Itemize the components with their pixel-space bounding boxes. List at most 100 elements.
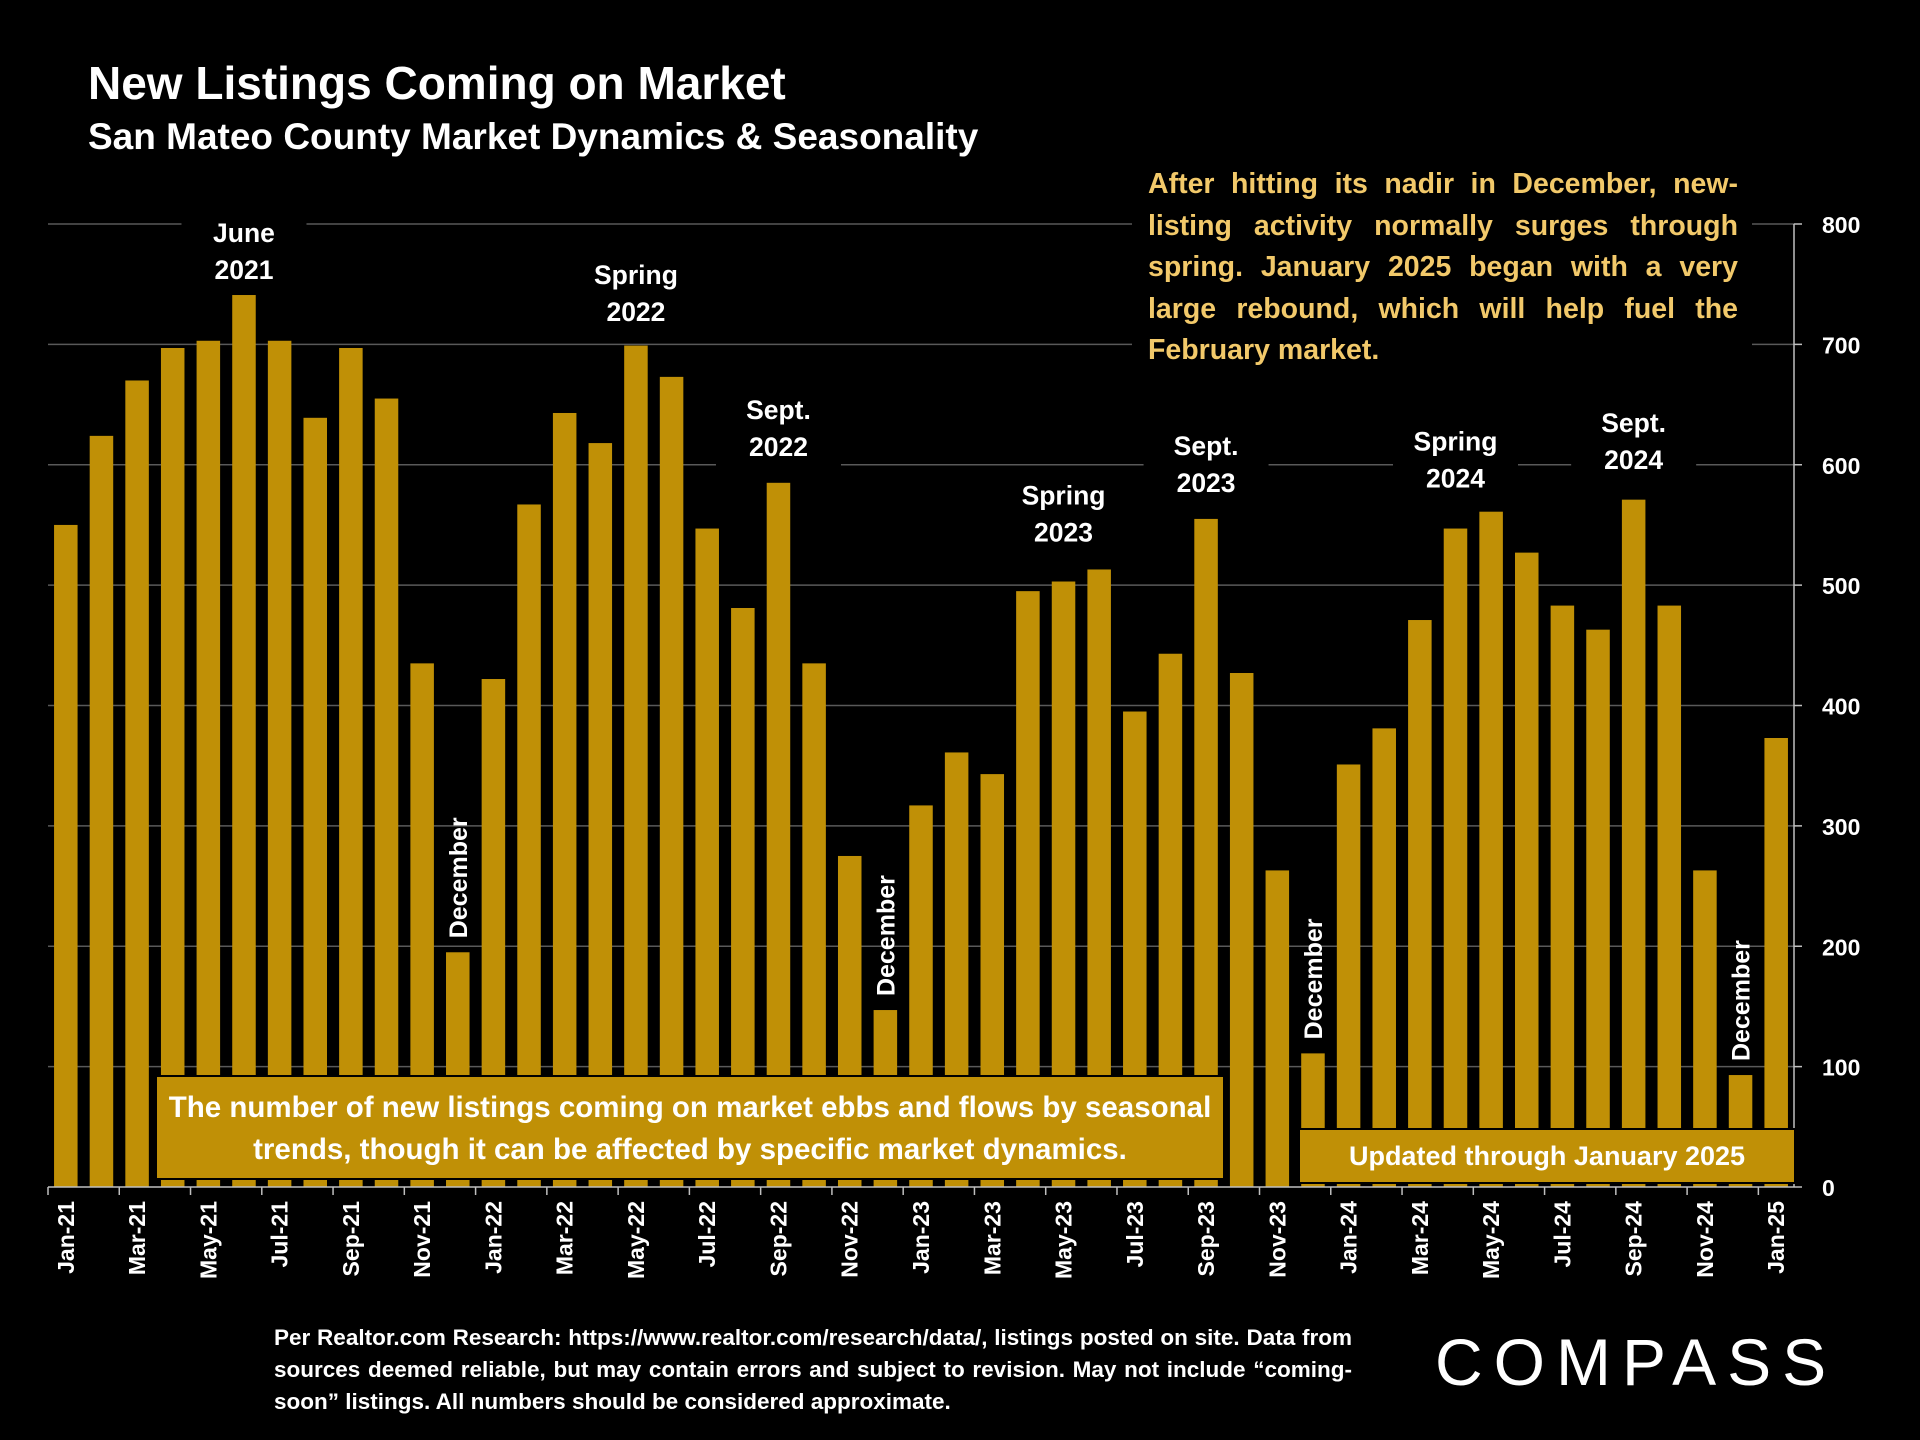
y-tick-label: 700 [1822, 332, 1860, 358]
bar [731, 607, 755, 1187]
bar [1514, 552, 1539, 1187]
compass-logo: COMPASS [1435, 1325, 1838, 1399]
annotation-backdrop [1571, 402, 1697, 483]
y-tick-label: 200 [1822, 934, 1860, 960]
bar [1408, 620, 1432, 1187]
x-tick-label: Sep-24 [1621, 1201, 1647, 1277]
annotation-label: 2021 [215, 255, 274, 285]
x-tick-label: Mar-23 [979, 1201, 1005, 1275]
x-tick-label: Jan-22 [480, 1201, 506, 1274]
annotation-backdrop [573, 254, 699, 335]
bars [54, 295, 1788, 1188]
updated-through-box: Updated through January 2025 [1298, 1128, 1796, 1184]
bar [1194, 518, 1218, 1187]
chart-title: New Listings Coming on Market [88, 57, 786, 109]
x-tick-label: May-24 [1478, 1201, 1504, 1279]
x-tick-labels: Jan-21 Mar-21 May-21 Jul-21 Sep-21 Nov-21 Jan-… [53, 1201, 1789, 1279]
x-tick-label: Nov-22 [837, 1201, 863, 1278]
bar [1550, 605, 1575, 1187]
bar [1693, 870, 1717, 1187]
bar [89, 435, 114, 1187]
bar [267, 340, 292, 1187]
bar [54, 524, 78, 1187]
bar [374, 398, 399, 1187]
annotation-label: 2024 [1604, 445, 1663, 475]
x-tick-label: Mar-21 [124, 1201, 150, 1275]
y-tick-label: 0 [1822, 1175, 1835, 1201]
annotation-label: Spring [1022, 480, 1106, 510]
axes [47, 223, 1802, 1195]
x-tick-label: Jan-24 [1336, 1201, 1362, 1274]
bar [588, 443, 613, 1187]
x-tick-label: Jan-23 [908, 1201, 934, 1274]
y-tick-label: 100 [1822, 1055, 1860, 1081]
annotation-label: Spring [594, 260, 678, 290]
x-tick-label: May-21 [195, 1201, 221, 1279]
x-tick-label: Nov-24 [1692, 1201, 1718, 1278]
annotation-label: 2023 [1034, 517, 1093, 547]
annotation-label: June [213, 218, 275, 248]
bar [766, 482, 791, 1187]
annotation-backdrop [1001, 474, 1127, 555]
y-tick-label: 400 [1822, 694, 1860, 720]
bar [1229, 672, 1254, 1187]
bar [659, 376, 684, 1188]
x-tick-label: Jul-22 [694, 1201, 720, 1267]
x-tick-label: Jul-24 [1549, 1201, 1575, 1268]
bar [410, 663, 434, 1187]
annotation-label: December [1300, 918, 1328, 1039]
annotation-label: 2024 [1426, 463, 1485, 493]
bar [1123, 711, 1147, 1187]
bar [552, 412, 577, 1187]
x-tick-label: Jan-25 [1763, 1201, 1789, 1274]
annotations: June 2021 Spring 2022 Sept. 2022 Spring 2023 Sep… [181, 212, 1756, 1061]
annotation-backdrop [1392, 420, 1518, 501]
y-tick-label: 600 [1822, 453, 1860, 479]
annotation-label: Sept. [1601, 408, 1666, 438]
y-tick-label: 800 [1822, 212, 1860, 238]
annotation-label: 2022 [606, 297, 665, 327]
bar [303, 417, 328, 1188]
x-tick-label: Jul-21 [267, 1201, 293, 1268]
bar [517, 504, 541, 1187]
annotation-backdrop [1143, 425, 1269, 506]
bar [1657, 605, 1682, 1187]
x-tick-label: Sep-22 [765, 1201, 791, 1276]
bar [1265, 870, 1290, 1187]
y-tick-labels: 0 100 200 300 400 500 600 700 800 [1822, 212, 1860, 1201]
annotation-label: December [445, 817, 473, 938]
bar [802, 663, 826, 1187]
bar [125, 380, 149, 1187]
bar [196, 340, 221, 1187]
bar [1158, 653, 1183, 1187]
x-tick-label: Jan-21 [53, 1201, 79, 1274]
x-tick-label: Sep-23 [1193, 1201, 1219, 1276]
x-tick-label: May-22 [623, 1201, 649, 1279]
bar [1336, 764, 1361, 1187]
bar [481, 679, 506, 1187]
bar [232, 295, 256, 1187]
bar [1479, 511, 1503, 1187]
annotation-label: December [872, 875, 900, 996]
bar [1586, 629, 1610, 1187]
annotation-backdrop [181, 212, 307, 293]
bar [1443, 528, 1468, 1187]
annotation-label: Sept. [1174, 431, 1239, 461]
y-tick-label: 500 [1822, 573, 1860, 599]
annotation-label: 2022 [749, 432, 808, 462]
bar [1051, 581, 1076, 1187]
x-tick-label: Nov-23 [1264, 1201, 1290, 1278]
bar [1764, 738, 1788, 1187]
x-tick-label: Nov-21 [409, 1201, 435, 1278]
x-tick-label: Sep-21 [338, 1201, 364, 1277]
bar [339, 347, 363, 1188]
bar [695, 528, 719, 1187]
x-tick-label: Mar-22 [552, 1201, 578, 1275]
chart-subtitle: San Mateo County Market Dynamics & Seaso… [88, 116, 979, 157]
annotation-label: December [1728, 940, 1756, 1061]
annotation-label: 2023 [1177, 468, 1236, 498]
bar [1016, 591, 1040, 1187]
seasonal-note-box: The number of new listings coming on mar… [155, 1075, 1225, 1180]
annotation-label: Sept. [746, 395, 811, 425]
